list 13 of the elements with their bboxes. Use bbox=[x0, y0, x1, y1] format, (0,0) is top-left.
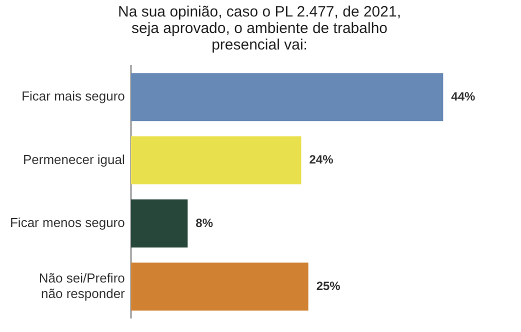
y-tick-label: Permenecer igual bbox=[22, 152, 125, 167]
y-tick-label: Não sei/Prefiro não responder bbox=[38, 270, 126, 301]
y-tick-label: Ficar mais seguro bbox=[22, 88, 125, 104]
data-label: 25% bbox=[316, 278, 341, 293]
y-tick-label: Ficar menos seguro bbox=[10, 215, 125, 230]
data-label: 8% bbox=[196, 216, 214, 230]
bar bbox=[130, 262, 308, 311]
bar bbox=[130, 73, 444, 122]
data-label: 44% bbox=[451, 89, 476, 104]
data-label: 24% bbox=[309, 152, 334, 167]
bar bbox=[130, 136, 302, 184]
chart-title: Na sua opinião, caso o PL 2.477, de 2021, seja aprovado, o ambiente de trabalho presencial vai: bbox=[118, 3, 401, 54]
bar bbox=[130, 199, 188, 248]
